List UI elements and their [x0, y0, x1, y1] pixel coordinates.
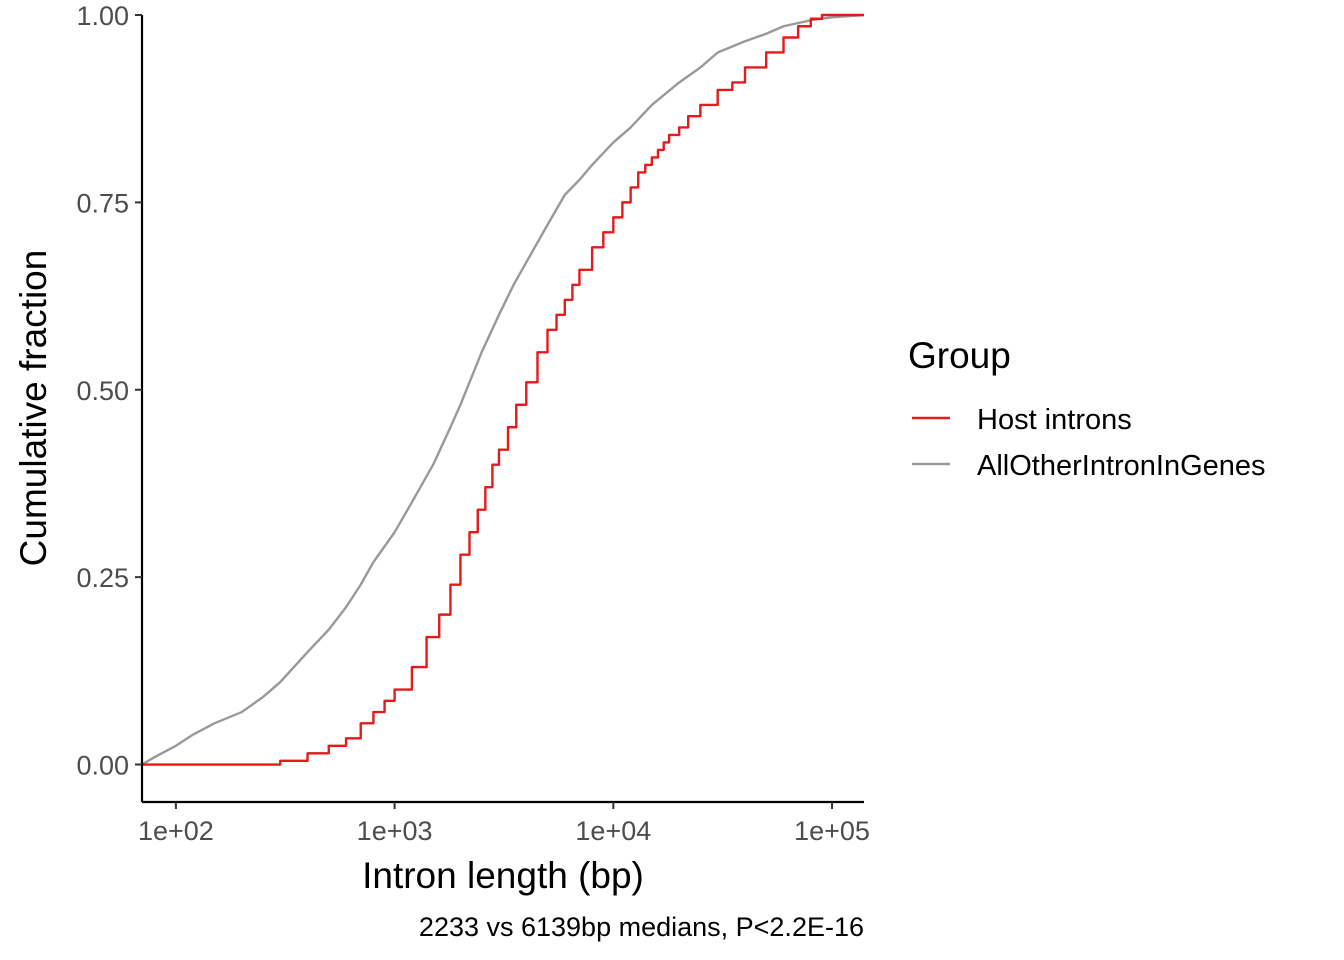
x-tick-label: 1e+03: [357, 816, 433, 846]
legend-label: AllOtherIntronInGenes: [977, 450, 1266, 482]
y-tick-label: 1.00: [76, 1, 129, 31]
y-axis-ticks: 0.00 0.25 0.50 0.75 1.00: [76, 1, 142, 781]
y-tick-label: 0.50: [76, 376, 129, 406]
legend: Group Host introns AllOtherIntronInGenes: [908, 335, 1266, 482]
legend-title: Group: [908, 335, 1011, 376]
chart-caption: 2233 vs 6139bp medians, P<2.2E-16: [419, 912, 864, 942]
legend-label: Host introns: [977, 404, 1132, 436]
x-axis-title: Intron length (bp): [362, 855, 644, 896]
x-tick-label: 1e+05: [794, 816, 870, 846]
y-tick-label: 0.25: [76, 563, 129, 593]
x-axis-ticks: 1e+02 1e+03 1e+04 1e+05: [138, 802, 870, 846]
x-tick-label: 1e+02: [138, 816, 214, 846]
series-line-host-introns: [142, 13, 864, 766]
series-line-allotherintroningenes: [141, 13, 865, 766]
y-tick-label: 0.75: [76, 188, 129, 218]
legend-items: Host introns AllOtherIntronInGenes: [912, 404, 1266, 482]
y-axis-title: Cumulative fraction: [13, 250, 54, 567]
x-tick-label: 1e+04: [575, 816, 651, 846]
y-tick-label: 0.00: [76, 751, 129, 781]
series-layer: [141, 13, 865, 766]
